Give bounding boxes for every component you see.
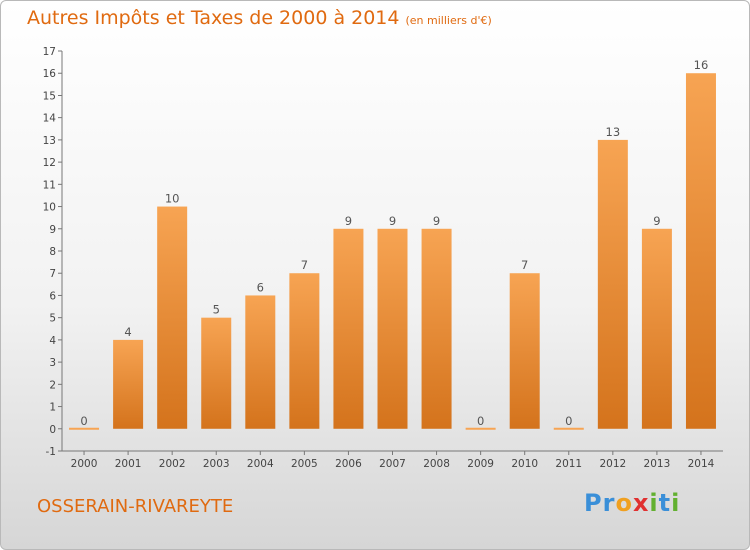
value-label: 7 [521, 258, 528, 272]
bar [421, 228, 452, 429]
bar [201, 317, 232, 429]
commune-name: OSSERAIN-RIVAREYTE [37, 496, 234, 517]
logo-letter: i [671, 489, 681, 517]
y-tick-label: 2 [49, 379, 56, 391]
x-tick-label: 2006 [335, 458, 362, 470]
y-tick-label: 11 [43, 179, 56, 191]
x-tick-label: 2011 [555, 458, 582, 470]
y-tick-label: 8 [49, 246, 56, 258]
value-label: 9 [345, 214, 352, 228]
bar [509, 273, 540, 429]
logo-letter: x [632, 489, 650, 517]
y-tick-label: 15 [43, 90, 56, 102]
bar [641, 228, 672, 429]
value-label: 6 [257, 280, 264, 294]
x-tick-label: 2009 [467, 458, 494, 470]
chart-title: Autres Impôts et Taxes de 2000 à 2014 (en… [27, 7, 492, 29]
logo-letter: r [602, 489, 616, 517]
y-tick-label: 12 [43, 157, 56, 169]
x-tick-label: 2005 [291, 458, 318, 470]
logo-letter: o [615, 489, 633, 517]
y-tick-label: -1 [46, 446, 56, 458]
x-tick-label: 2004 [247, 458, 274, 470]
y-tick-label: 7 [49, 268, 56, 280]
title-unit: (en milliers d'€) [405, 14, 492, 27]
value-label: 9 [653, 214, 660, 228]
bar [113, 339, 144, 429]
x-tick-label: 2010 [511, 458, 538, 470]
bar [289, 273, 320, 429]
bar [597, 139, 628, 429]
bar [157, 206, 188, 429]
y-tick-label: 17 [43, 46, 56, 58]
x-tick-label: 2000 [71, 458, 98, 470]
value-label: 5 [213, 303, 220, 317]
x-tick-label: 2002 [159, 458, 186, 470]
bar [245, 295, 276, 429]
value-label: 0 [565, 414, 572, 428]
logo-letter: P [584, 489, 603, 517]
value-label: 0 [80, 414, 87, 428]
x-tick-label: 2003 [203, 458, 230, 470]
value-label: 7 [301, 258, 308, 272]
y-tick-label: 14 [43, 113, 57, 125]
logo-letter: t [658, 489, 672, 517]
y-tick-label: 13 [43, 135, 56, 147]
bar [333, 228, 364, 429]
proxiti-logo: Proxiti [584, 489, 680, 517]
y-tick-label: 4 [49, 335, 56, 347]
value-label: 13 [606, 125, 621, 139]
x-tick-label: 2007 [379, 458, 406, 470]
y-tick-label: 6 [49, 290, 56, 302]
bar [685, 73, 716, 429]
value-label: 0 [477, 414, 484, 428]
y-tick-label: 10 [43, 202, 56, 214]
y-tick-label: 0 [49, 424, 56, 436]
x-tick-label: 2001 [115, 458, 142, 470]
x-tick-label: 2013 [644, 458, 671, 470]
x-tick-label: 2012 [599, 458, 626, 470]
value-label: 16 [694, 58, 709, 72]
y-tick-label: 9 [49, 224, 56, 236]
value-label: 9 [433, 214, 440, 228]
value-label: 10 [165, 192, 180, 206]
value-label: 9 [389, 214, 396, 228]
bar [377, 228, 408, 429]
x-tick-label: 2008 [423, 458, 450, 470]
y-tick-label: 1 [49, 402, 56, 414]
y-tick-label: 3 [49, 357, 56, 369]
value-label: 4 [124, 325, 131, 339]
x-tick-label: 2014 [688, 458, 715, 470]
title-text: Autres Impôts et Taxes de 2000 à 2014 [27, 7, 400, 29]
y-tick-label: 5 [49, 313, 56, 325]
y-tick-label: 16 [43, 68, 57, 80]
logo-letter: i [649, 489, 659, 517]
